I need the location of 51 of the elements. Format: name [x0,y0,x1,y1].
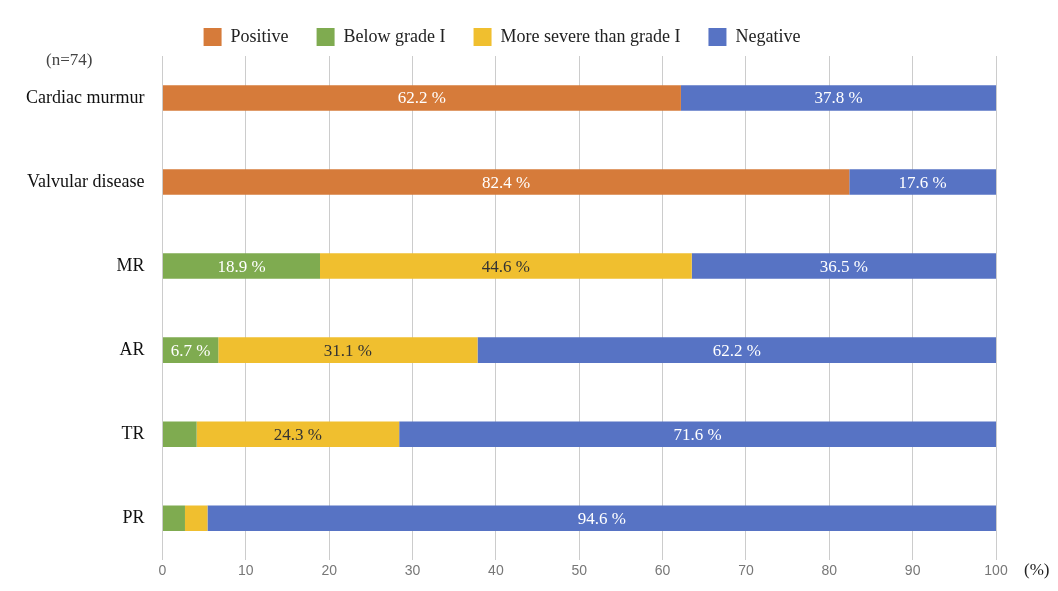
y-tick-label: PR [122,506,145,527]
data-label: 6.7 % [170,340,211,360]
text: (n=74) [46,50,93,70]
bar [162,169,850,195]
bar [162,85,681,111]
x-tick-label: 40 [488,562,504,579]
x-tick-label: 80 [821,562,838,579]
data-label: 44.6 % [481,256,530,276]
y-tick-label: AR [119,338,145,359]
x-tick-label: 70 [738,562,754,579]
data-label: 62.2 % [712,340,761,360]
data-label: 24.3 % [273,424,322,444]
bar [184,505,208,531]
bar [196,421,400,447]
x-tick-label: 30 [404,562,421,579]
x-tick-label: 0 [158,562,167,579]
bar [477,337,996,363]
bar [162,253,320,279]
bar [218,337,478,363]
x-tick-label: 50 [571,562,588,579]
bar [207,505,996,531]
x-axis-title: (%) [1024,560,1050,580]
y-tick-label: Cardiac murmur [25,86,145,107]
data-label: 62.2 % [397,88,447,108]
x-tick-label: 100 [984,562,1008,579]
data-label: 94.6 % [577,508,626,528]
bar [162,421,197,447]
bar [162,505,185,531]
bar [849,169,996,195]
legend-label: Positive [230,25,289,46]
data-label: 18.9 % [217,256,266,276]
y-tick-label: MR [116,254,145,275]
legend-label: More severe than grade I [500,25,681,46]
x-tick-label: 10 [238,562,254,579]
x-tick-label: 20 [321,562,338,579]
y-tick-label: TR [121,422,145,443]
bar [680,85,996,111]
data-label: 31.1 % [323,340,373,360]
bar [320,253,692,279]
bar [399,421,996,447]
x-tick-label: 90 [904,562,921,579]
legend-label: Negative [735,25,801,46]
x-tick-label: 60 [654,562,671,579]
data-label: 71.6 % [673,424,722,444]
data-label: 37.8 % [814,88,863,108]
y-tick-label: Valvular disease [26,170,145,191]
data-label: 36.5 % [819,256,868,276]
bar [691,253,996,279]
data-label: 17.6 % [898,172,947,192]
data-label: 82.4 % [482,172,531,192]
legend-label: Below grade I [343,25,446,46]
